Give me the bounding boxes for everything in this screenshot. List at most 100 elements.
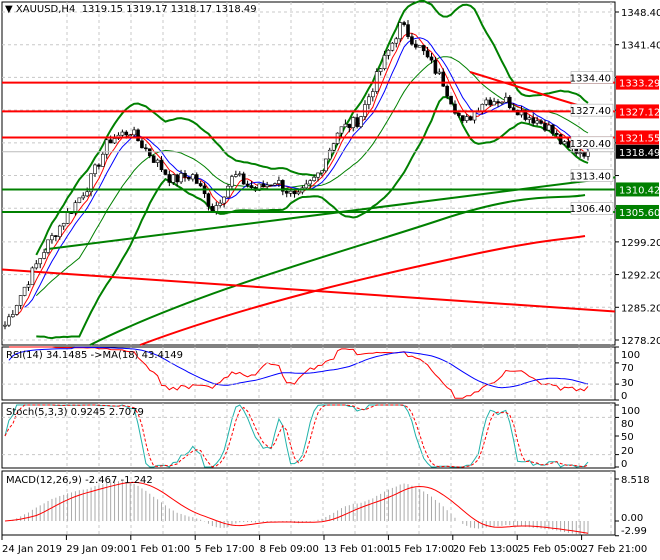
- dropdown-arrow-icon[interactable]: ▼: [5, 4, 16, 15]
- candle-body: [472, 110, 477, 121]
- trendline: [1, 268, 616, 313]
- candle-body: [515, 109, 520, 116]
- level-price-label: 1327.12: [619, 107, 660, 118]
- candle-body: [140, 140, 144, 149]
- ma-long-green: [89, 194, 586, 346]
- price-tick-chip: [570, 169, 614, 182]
- candle-body: [327, 149, 332, 160]
- candle-body: [159, 159, 164, 171]
- candle-body: [582, 152, 586, 157]
- candle-body: [382, 55, 387, 69]
- ma-long-red: [139, 235, 586, 346]
- candle-body: [566, 141, 571, 148]
- candle-body: [241, 173, 246, 185]
- time-label: 27 Feb 21:00: [582, 544, 648, 555]
- candle-body: [304, 183, 309, 189]
- price-tick-label: 1348.40: [621, 8, 660, 19]
- stoch-label: Stoch(5,3,3) 0.9245 2.7079: [6, 407, 144, 418]
- price-tick-chip: [570, 201, 614, 215]
- candle-body: [101, 153, 105, 167]
- level-price-label: 1333.29: [619, 79, 660, 90]
- candle-body: [531, 117, 536, 124]
- candle-body: [343, 123, 348, 128]
- stoch-tick-label: 0: [621, 459, 627, 470]
- candle-body: [38, 258, 43, 265]
- candle-body: [292, 190, 297, 195]
- rsi-tick-label: 100: [621, 350, 640, 361]
- candle-body: [460, 115, 465, 121]
- candle-body: [578, 152, 582, 154]
- price-tick-label: 1299.20: [621, 238, 660, 249]
- candle-body: [93, 164, 97, 175]
- candle-body: [30, 267, 35, 286]
- candle-body: [457, 112, 461, 116]
- candle-body: [484, 99, 489, 105]
- candle-body: [425, 50, 430, 58]
- candle-body: [437, 71, 442, 74]
- candle-body: [347, 123, 352, 128]
- rsi-tick-label: 70: [621, 363, 634, 374]
- candle-body: [386, 49, 391, 56]
- level-price-tag: [616, 104, 659, 119]
- candle-body: [441, 71, 446, 87]
- candle-body: [410, 36, 414, 45]
- rsi-label: RSI(14) 34.1485 ->MA(18) 43.4149: [6, 350, 183, 361]
- rsi-ma-line: [8, 346, 589, 389]
- candle-body: [167, 174, 172, 183]
- panel-frame-0: [1, 1, 616, 346]
- candle-body: [22, 286, 27, 296]
- candle-body: [104, 139, 109, 155]
- stoch-tick-label: 80: [621, 419, 634, 430]
- macd-tick-label: 0.00: [621, 513, 643, 524]
- candle-body: [488, 99, 492, 106]
- time-label: 1 Feb 01:00: [131, 544, 190, 555]
- candle-body: [543, 123, 547, 131]
- candle-body: [359, 116, 363, 127]
- candle-body: [124, 131, 129, 136]
- candle-body: [218, 202, 223, 206]
- bollinger-lower: [36, 95, 589, 340]
- candle-body: [312, 176, 316, 181]
- candle-body: [26, 284, 31, 288]
- candle-body: [65, 212, 70, 224]
- candle-body: [249, 185, 254, 188]
- candle-body: [378, 68, 383, 72]
- candle-body: [308, 180, 312, 185]
- candle-body: [281, 180, 285, 192]
- candle-body: [394, 38, 399, 44]
- candle-body: [398, 22, 402, 40]
- panel-frame-1: [1, 346, 616, 401]
- candle-body: [128, 134, 133, 137]
- time-label: 24 Jan 2019: [2, 544, 62, 555]
- candle-body: [562, 141, 567, 145]
- level-price-tag: [616, 130, 659, 145]
- candle-body: [34, 263, 39, 269]
- price-tick-label: 1320.40: [570, 139, 611, 150]
- candle-body: [191, 174, 195, 180]
- candle-body: [257, 183, 262, 191]
- macd-label: MACD(12,26,9) -2.467 -1.242: [6, 475, 153, 486]
- candle-body: [492, 101, 496, 106]
- candle-body: [97, 164, 101, 167]
- price-tick-label: 1285.20: [621, 303, 660, 314]
- candle-body: [11, 314, 15, 318]
- candle-body: [507, 96, 512, 108]
- candle-body: [108, 139, 113, 144]
- candle-body: [81, 195, 86, 199]
- candle-body: [586, 151, 590, 157]
- candle-body: [406, 24, 410, 37]
- candle-body: [163, 169, 168, 175]
- stoch-signal-line: [4, 404, 589, 468]
- candle-body: [187, 176, 191, 180]
- candle-body: [370, 91, 375, 98]
- panel-frame-3: [1, 470, 616, 536]
- bollinger-upper: [35, 0, 589, 256]
- candle-body: [277, 180, 281, 184]
- current-price-label: 1318.49: [619, 148, 660, 159]
- candle-body: [273, 183, 277, 186]
- candle-body: [120, 131, 125, 136]
- candle-body: [18, 295, 23, 306]
- candle-body: [367, 96, 371, 105]
- candle-body: [50, 235, 54, 241]
